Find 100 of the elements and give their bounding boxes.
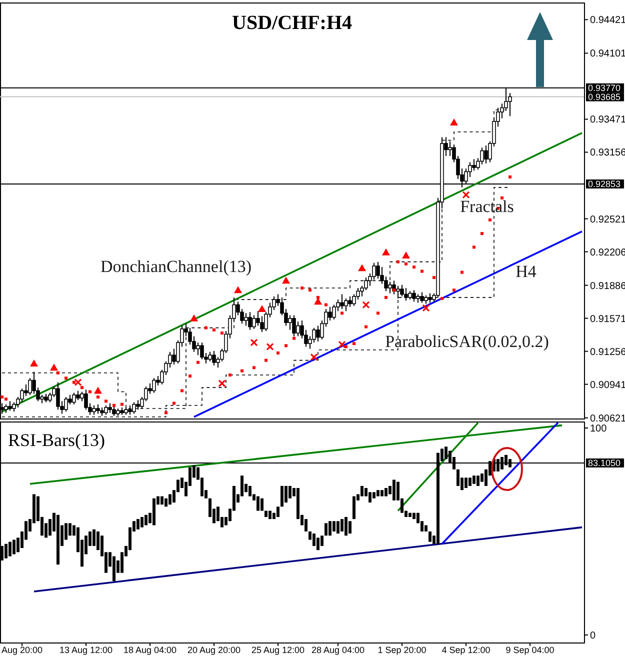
point [308, 288, 312, 292]
x-tick-label: 4 Sep 12:00 [442, 645, 490, 655]
point [112, 404, 116, 407]
point [396, 260, 400, 264]
bar [444, 446, 448, 460]
point [488, 218, 492, 222]
point [204, 326, 208, 330]
candlestick [484, 145, 488, 164]
point [30, 359, 38, 366]
bar [112, 556, 116, 582]
bar [348, 521, 352, 534]
bar [92, 529, 96, 546]
point [500, 196, 504, 200]
point [338, 340, 346, 348]
candlestick [412, 290, 416, 302]
bar [360, 486, 364, 496]
point [88, 390, 92, 394]
point [412, 266, 416, 269]
point [104, 400, 108, 403]
bar [248, 486, 252, 496]
bar [324, 523, 328, 536]
x-tick-label: Aug 20:00 [1, 645, 43, 655]
point [74, 378, 82, 386]
point [392, 288, 396, 292]
point [250, 338, 258, 346]
bar [140, 516, 144, 528]
x-tick-label: 25 Aug 12:00 [251, 645, 305, 655]
point [384, 296, 388, 299]
bar [408, 512, 412, 517]
point [276, 351, 280, 354]
bar [368, 492, 372, 502]
x-tick-label: 13 Aug 12:00 [59, 645, 113, 655]
point [258, 304, 266, 312]
x-tick-label: 18 Aug 04:00 [123, 645, 177, 655]
point [228, 373, 232, 376]
x-tick-label: 1 Sep 20:00 [378, 645, 426, 655]
point [50, 364, 58, 371]
point [310, 353, 318, 361]
bar [456, 469, 460, 486]
bar [424, 525, 428, 532]
point [450, 118, 458, 126]
candlestick [244, 312, 248, 326]
candlestick [388, 281, 392, 294]
bar [164, 498, 168, 507]
point [212, 328, 216, 332]
bar [332, 521, 336, 532]
bar [8, 542, 12, 556]
point [188, 374, 192, 378]
bar [352, 496, 356, 520]
point [382, 248, 390, 256]
candlestick [8, 400, 12, 412]
candlestick [292, 314, 296, 337]
point [314, 298, 322, 305]
y-tick-label: 100 [590, 424, 608, 434]
point [218, 380, 226, 388]
bar [412, 512, 416, 520]
bar [4, 544, 8, 558]
point [4, 398, 8, 401]
bar [428, 531, 432, 542]
ref-line-label: 83.1050 [588, 458, 621, 468]
bar [144, 514, 148, 526]
candlestick [96, 404, 100, 414]
text: RSI-Bars(13) [8, 430, 105, 450]
bar [384, 488, 388, 496]
bar [260, 498, 264, 511]
bar [268, 510, 272, 520]
candlestick [252, 314, 256, 330]
candlestick [200, 342, 204, 360]
candlestick [196, 342, 200, 356]
annotation: H4 [516, 262, 537, 281]
point [264, 358, 268, 362]
bar [472, 476, 476, 484]
candlestick [428, 292, 432, 304]
bar [344, 516, 348, 536]
bar [276, 506, 280, 517]
point [196, 360, 200, 364]
point [362, 300, 370, 309]
point [234, 286, 242, 294]
point [220, 332, 224, 335]
point [96, 395, 100, 398]
annotation: DonchianChannel(13) [100, 257, 252, 276]
point [472, 246, 476, 249]
candlestick [340, 294, 344, 310]
bar [168, 494, 172, 505]
ref-line-label: 0.92853 [588, 179, 621, 190]
bar [380, 490, 384, 496]
bar [336, 521, 340, 534]
point [432, 276, 436, 280]
bar [312, 534, 316, 546]
bar [284, 486, 288, 502]
candlestick [296, 321, 300, 337]
point [376, 312, 380, 315]
point [422, 304, 430, 312]
x-tick-label: 28 Aug 04:00 [311, 645, 365, 655]
point [440, 296, 444, 300]
candlestick [316, 325, 320, 342]
bar [12, 540, 16, 554]
annotation: ParabolicSAR(0.02,0.2) [385, 332, 549, 351]
candlestick [108, 402, 112, 414]
point [292, 336, 296, 340]
